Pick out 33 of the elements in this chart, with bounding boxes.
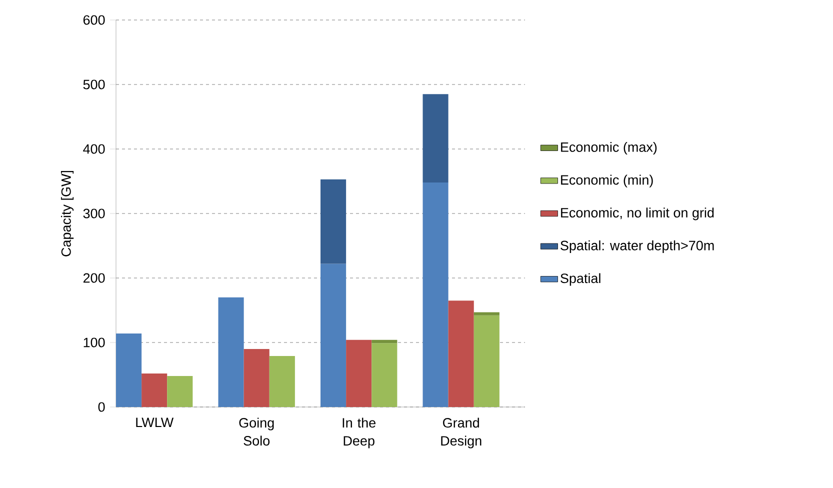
bar (116, 333, 142, 407)
bar (218, 297, 244, 407)
y-tick-label: 0 (98, 402, 105, 412)
bar (422, 182, 448, 407)
y-tick-label: 200 (83, 273, 105, 283)
bar (422, 94, 448, 183)
y-tick-label: 400 (83, 144, 105, 154)
bar (448, 300, 474, 407)
legend-label: Economic, no limit on grid (561, 208, 714, 220)
x-tick-label: LWLW (136, 418, 174, 427)
x-tick-label: In the Deep (342, 418, 376, 448)
x-tick-label: Going Solo (239, 418, 274, 446)
legend-label: Economic (min) (561, 174, 653, 188)
x-tick-label: Grand Design (441, 418, 482, 448)
bar (474, 312, 500, 316)
y-tick-label: 300 (83, 208, 105, 218)
bar (372, 340, 398, 344)
y-tick-label: 600 (83, 15, 105, 25)
y-tick-label: 100 (84, 338, 105, 348)
bar (372, 343, 398, 407)
bar (320, 179, 346, 264)
bar (142, 373, 168, 407)
legend-label: Spatial: water depth>70m (560, 240, 714, 253)
bar (269, 356, 295, 407)
legend-label: Economic (max) (561, 142, 657, 155)
bar (244, 348, 270, 407)
y-tick-label: 500 (83, 80, 105, 90)
legend-label: Spatial (560, 273, 600, 286)
bar (346, 340, 372, 407)
bar (474, 315, 500, 407)
bar (167, 376, 193, 407)
y-axis-title: Capacity [GW] (60, 170, 74, 256)
bar (320, 264, 346, 407)
